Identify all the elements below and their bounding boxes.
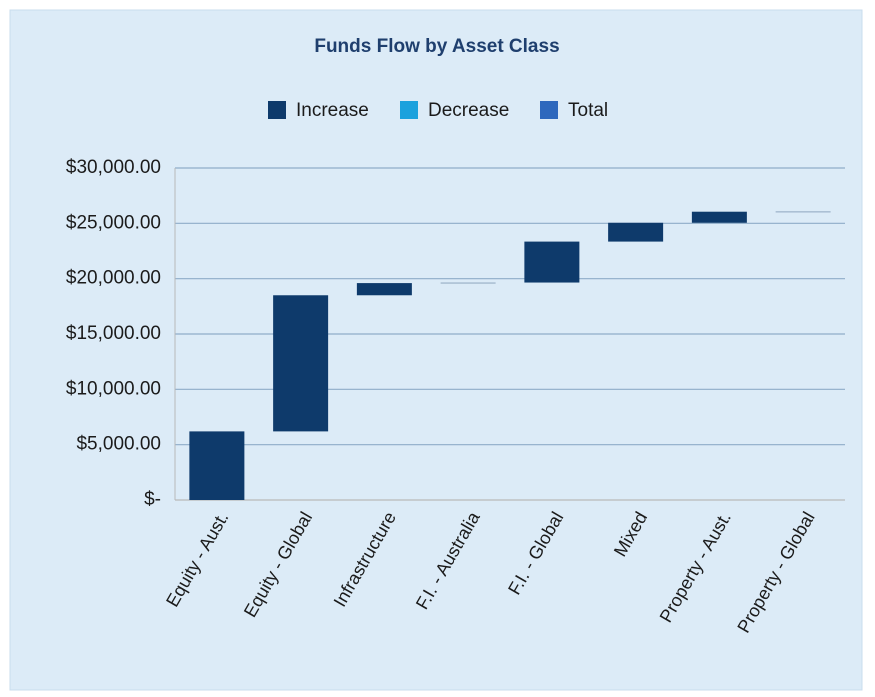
y-tick-label: $5,000.00 — [76, 434, 161, 455]
legend-swatch — [400, 101, 418, 119]
y-tick-label: $20,000.00 — [66, 268, 161, 289]
legend-label: Increase — [296, 100, 369, 121]
y-tick-label: $15,000.00 — [66, 323, 161, 344]
y-tick-label: $- — [144, 489, 161, 510]
bar — [356, 283, 412, 296]
legend-swatch — [540, 101, 558, 119]
chart-title: Funds Flow by Asset Class — [314, 36, 559, 57]
y-tick-label: $10,000.00 — [66, 378, 161, 399]
bar — [189, 431, 245, 500]
bar — [608, 222, 664, 242]
bar — [775, 211, 831, 213]
y-tick-label: $25,000.00 — [66, 212, 161, 233]
legend-label: Total — [568, 100, 608, 121]
bar — [524, 241, 580, 283]
chart-background — [9, 9, 863, 691]
legend-swatch — [268, 101, 286, 119]
bar — [691, 211, 747, 223]
legend-label: Decrease — [428, 100, 509, 121]
bar — [273, 295, 329, 432]
bar — [440, 282, 496, 284]
y-tick-label: $30,000.00 — [66, 157, 161, 178]
